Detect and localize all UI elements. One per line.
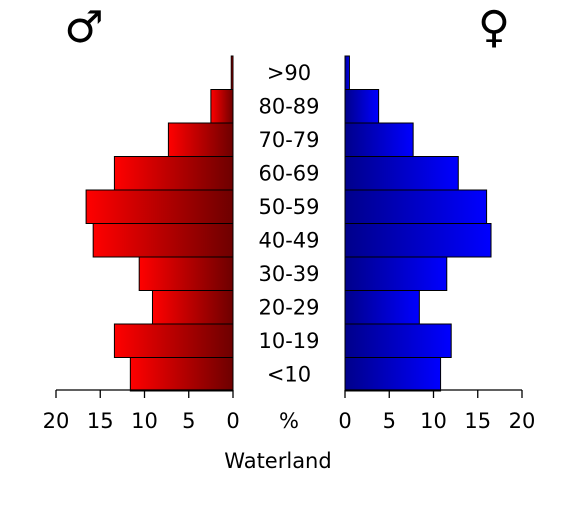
- age-group-label-30-39: 30-39: [258, 262, 319, 286]
- female-x-axis: 0 5 10 15 20: [338, 389, 536, 433]
- male-bar-80-89: [210, 89, 234, 124]
- male-tick-label-15: 15: [87, 409, 114, 433]
- female-bar-under-10: [344, 357, 442, 392]
- female-bar-over-90: [344, 55, 350, 90]
- female-tick-label-0: 0: [338, 409, 351, 433]
- female-bar-40-49: [344, 223, 492, 258]
- male-bar-10-19: [113, 323, 234, 358]
- male-bar-50-59: [85, 189, 234, 224]
- female-bar-60-69: [344, 156, 459, 191]
- age-group-label-10-19: 10-19: [258, 329, 319, 353]
- male-bar-30-39: [138, 256, 234, 291]
- center-unit-label: %: [279, 409, 299, 433]
- female-tick-label-15: 15: [464, 409, 491, 433]
- male-bar-40-49: [92, 223, 234, 258]
- male-bar-20-29: [151, 290, 234, 325]
- male-tick-label-20: 20: [43, 409, 70, 433]
- female-bar-50-59: [344, 189, 488, 224]
- age-group-label-80-89: 80-89: [258, 94, 319, 118]
- age-group-label-40-49: 40-49: [258, 228, 319, 252]
- age-group-label-over-90: >90: [267, 61, 311, 85]
- male-bar-over-90: [230, 55, 234, 90]
- male-bars: [85, 55, 234, 392]
- x-axis-title: Waterland: [224, 449, 331, 473]
- male-symbol: ♂: [64, 2, 103, 53]
- age-labels: <10 10-19 20-29 30-39 40-49 50-59 60-69 70-79 80…: [258, 61, 319, 387]
- female-bar-70-79: [344, 122, 414, 157]
- female-bar-30-39: [344, 256, 448, 291]
- age-group-label-50-59: 50-59: [258, 195, 319, 219]
- female-bar-10-19: [344, 323, 452, 358]
- female-bar-80-89: [344, 89, 380, 124]
- male-bar-60-69: [113, 156, 234, 191]
- female-bar-20-29: [344, 290, 420, 325]
- male-tick-label-0: 0: [226, 409, 239, 433]
- male-bar-70-79: [167, 122, 234, 157]
- male-tick-label-5: 5: [182, 409, 195, 433]
- age-group-label-20-29: 20-29: [258, 295, 319, 319]
- female-tick-label-5: 5: [383, 409, 396, 433]
- female-tick-label-10: 10: [420, 409, 447, 433]
- male-x-axis: 20 15 10 5 0: [43, 389, 240, 433]
- female-bars: [344, 55, 492, 392]
- male-bar-under-10: [129, 357, 234, 392]
- age-group-label-under-10: <10: [267, 362, 311, 386]
- age-group-label-60-69: 60-69: [258, 161, 319, 185]
- female-symbol: ♀: [478, 2, 510, 53]
- age-group-label-70-79: 70-79: [258, 128, 319, 152]
- male-tick-label-10: 10: [131, 409, 158, 433]
- female-tick-label-20: 20: [509, 409, 536, 433]
